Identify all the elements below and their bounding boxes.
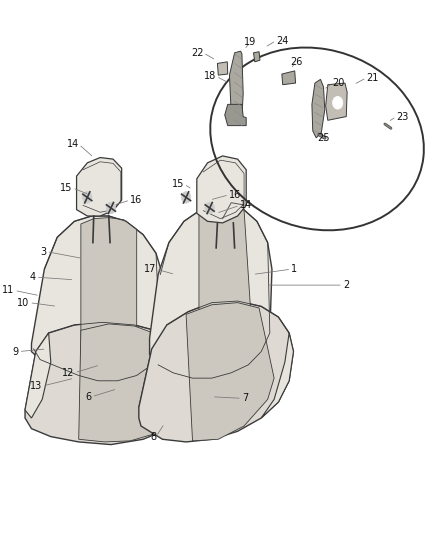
Circle shape <box>332 96 343 109</box>
Polygon shape <box>186 303 274 441</box>
Polygon shape <box>81 217 137 375</box>
Polygon shape <box>79 324 169 442</box>
Polygon shape <box>230 51 243 122</box>
Polygon shape <box>197 156 246 223</box>
Text: 2: 2 <box>343 280 349 290</box>
Polygon shape <box>77 158 122 216</box>
Polygon shape <box>149 203 272 378</box>
Polygon shape <box>32 216 162 381</box>
Text: 10: 10 <box>17 297 29 308</box>
Polygon shape <box>261 333 293 418</box>
Text: 15: 15 <box>172 179 184 189</box>
Polygon shape <box>312 79 325 138</box>
Text: 13: 13 <box>30 381 42 391</box>
Text: 1: 1 <box>291 264 297 274</box>
Text: 19: 19 <box>244 37 257 47</box>
Circle shape <box>106 203 116 214</box>
Polygon shape <box>225 104 246 126</box>
Text: 16: 16 <box>130 195 142 205</box>
Polygon shape <box>199 204 253 374</box>
Circle shape <box>83 192 92 203</box>
Text: 15: 15 <box>60 183 72 193</box>
Polygon shape <box>325 83 347 120</box>
Circle shape <box>205 203 214 214</box>
Text: 14: 14 <box>240 200 252 211</box>
Text: 16: 16 <box>229 190 241 200</box>
Text: 26: 26 <box>290 57 303 67</box>
Text: 21: 21 <box>367 73 379 83</box>
Text: 24: 24 <box>276 36 289 45</box>
Polygon shape <box>25 322 201 445</box>
Text: 9: 9 <box>12 346 18 357</box>
Text: 25: 25 <box>317 133 330 143</box>
Text: 23: 23 <box>396 111 409 122</box>
Polygon shape <box>139 301 293 442</box>
Text: 22: 22 <box>191 48 203 58</box>
Text: 8: 8 <box>150 432 156 442</box>
Text: 12: 12 <box>62 368 74 378</box>
Polygon shape <box>282 71 296 85</box>
Text: 11: 11 <box>2 286 14 295</box>
Text: 18: 18 <box>204 71 216 81</box>
Polygon shape <box>139 336 199 426</box>
Circle shape <box>181 192 191 203</box>
Text: 17: 17 <box>144 264 156 274</box>
Text: 20: 20 <box>332 78 344 88</box>
Polygon shape <box>254 52 260 62</box>
Text: 6: 6 <box>85 392 92 402</box>
Polygon shape <box>217 62 228 75</box>
Text: 3: 3 <box>40 247 46 256</box>
Polygon shape <box>25 333 51 418</box>
Text: 4: 4 <box>30 272 36 282</box>
Text: 14: 14 <box>67 139 79 149</box>
Text: 7: 7 <box>242 393 248 403</box>
